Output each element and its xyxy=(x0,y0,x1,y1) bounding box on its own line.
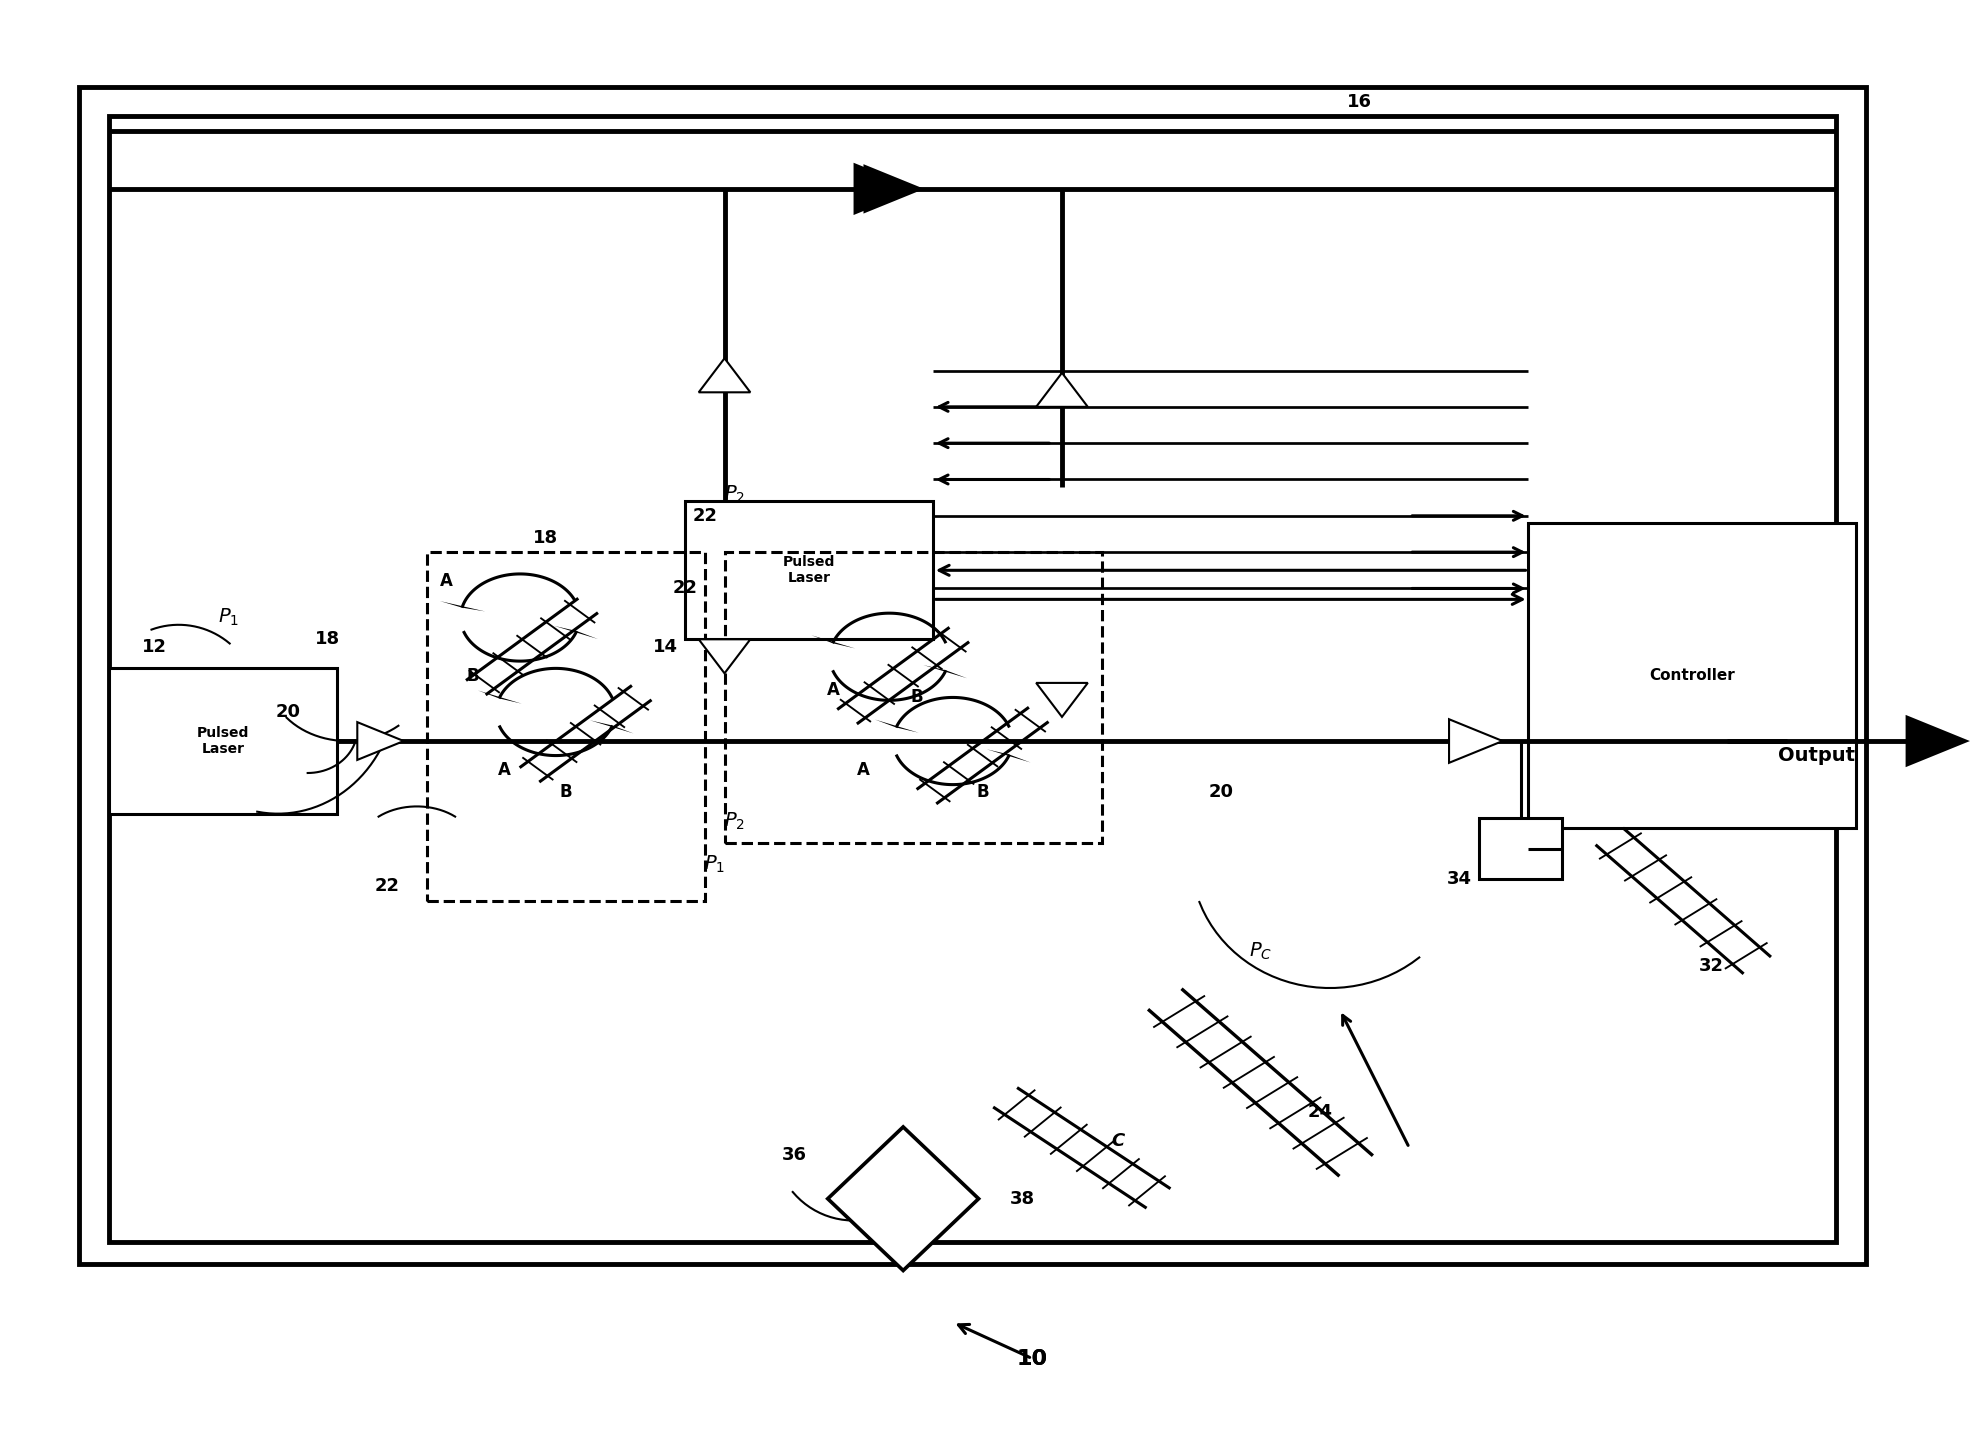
Text: Pulsed
Laser: Pulsed Laser xyxy=(197,726,250,756)
Polygon shape xyxy=(357,722,403,760)
Text: A: A xyxy=(828,681,840,699)
Polygon shape xyxy=(1906,715,1969,767)
Bar xyxy=(109,116,1836,1242)
Text: A: A xyxy=(858,761,869,779)
Text: $P_1$: $P_1$ xyxy=(705,854,725,875)
Text: A: A xyxy=(498,761,510,779)
Polygon shape xyxy=(923,665,967,679)
Text: 36: 36 xyxy=(782,1146,806,1164)
Text: 20: 20 xyxy=(1209,783,1233,801)
Polygon shape xyxy=(1036,683,1088,716)
Text: $P_2$: $P_2$ xyxy=(725,811,744,831)
Text: B: B xyxy=(911,689,923,706)
Text: $P_C$: $P_C$ xyxy=(1249,942,1272,962)
Text: 14: 14 xyxy=(653,638,677,655)
Polygon shape xyxy=(441,602,484,612)
Polygon shape xyxy=(590,721,633,734)
Polygon shape xyxy=(554,626,597,639)
Text: $P_1$: $P_1$ xyxy=(218,607,238,628)
Text: A: A xyxy=(441,572,453,590)
Bar xyxy=(1479,818,1562,879)
Polygon shape xyxy=(699,359,750,392)
Polygon shape xyxy=(812,635,856,648)
Text: 16: 16 xyxy=(1348,93,1372,110)
Bar xyxy=(685,501,933,639)
Bar xyxy=(109,668,337,814)
Text: 10: 10 xyxy=(1016,1348,1048,1369)
Polygon shape xyxy=(1036,373,1088,407)
Text: 22: 22 xyxy=(673,580,697,597)
Text: Pulsed
Laser: Pulsed Laser xyxy=(782,555,836,586)
Text: 12: 12 xyxy=(143,638,167,655)
Polygon shape xyxy=(863,164,925,214)
Text: 20: 20 xyxy=(276,703,300,721)
Bar xyxy=(427,552,705,901)
Polygon shape xyxy=(828,1128,979,1270)
Polygon shape xyxy=(478,690,522,703)
Polygon shape xyxy=(987,750,1030,763)
Text: 34: 34 xyxy=(1447,870,1471,888)
Text: 22: 22 xyxy=(693,507,717,525)
Polygon shape xyxy=(1449,719,1503,763)
Text: 24: 24 xyxy=(1308,1103,1332,1120)
Polygon shape xyxy=(699,639,750,673)
Polygon shape xyxy=(854,163,917,215)
Bar xyxy=(79,87,1866,1264)
Text: B: B xyxy=(560,783,572,801)
Bar xyxy=(1528,523,1856,828)
Polygon shape xyxy=(875,719,919,732)
Text: 32: 32 xyxy=(1699,958,1723,975)
Text: 18: 18 xyxy=(534,529,558,546)
Text: 38: 38 xyxy=(1010,1190,1034,1207)
Text: $P_2$: $P_2$ xyxy=(725,484,744,504)
Text: C: C xyxy=(1112,1132,1124,1149)
Text: 22: 22 xyxy=(375,878,399,895)
Text: B: B xyxy=(466,667,478,684)
Bar xyxy=(725,552,1102,843)
Text: 18: 18 xyxy=(316,631,339,648)
Text: Output: Output xyxy=(1779,745,1854,766)
Text: Controller: Controller xyxy=(1650,668,1735,683)
Text: 10: 10 xyxy=(1016,1348,1048,1369)
Text: B: B xyxy=(977,783,989,801)
